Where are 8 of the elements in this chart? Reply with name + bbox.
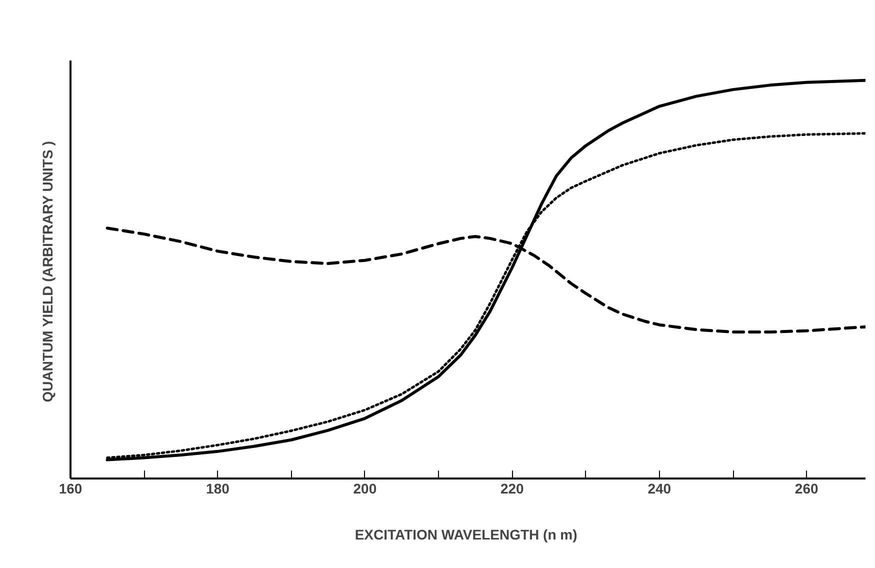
x-tick-label: 260: [794, 480, 819, 496]
x-tick-label: 220: [500, 480, 524, 496]
x-tick-label: 200: [353, 480, 377, 496]
x-tick-label: 180: [206, 480, 230, 496]
x-axis-title: EXCITATION WAVELENGTH (n m): [354, 526, 578, 542]
x-tick-label: 240: [648, 480, 672, 496]
y-axis-title: QUANTUM YIELD (ARBITRARY UNITS ): [40, 141, 56, 402]
x-tick-label: 160: [58, 480, 82, 496]
